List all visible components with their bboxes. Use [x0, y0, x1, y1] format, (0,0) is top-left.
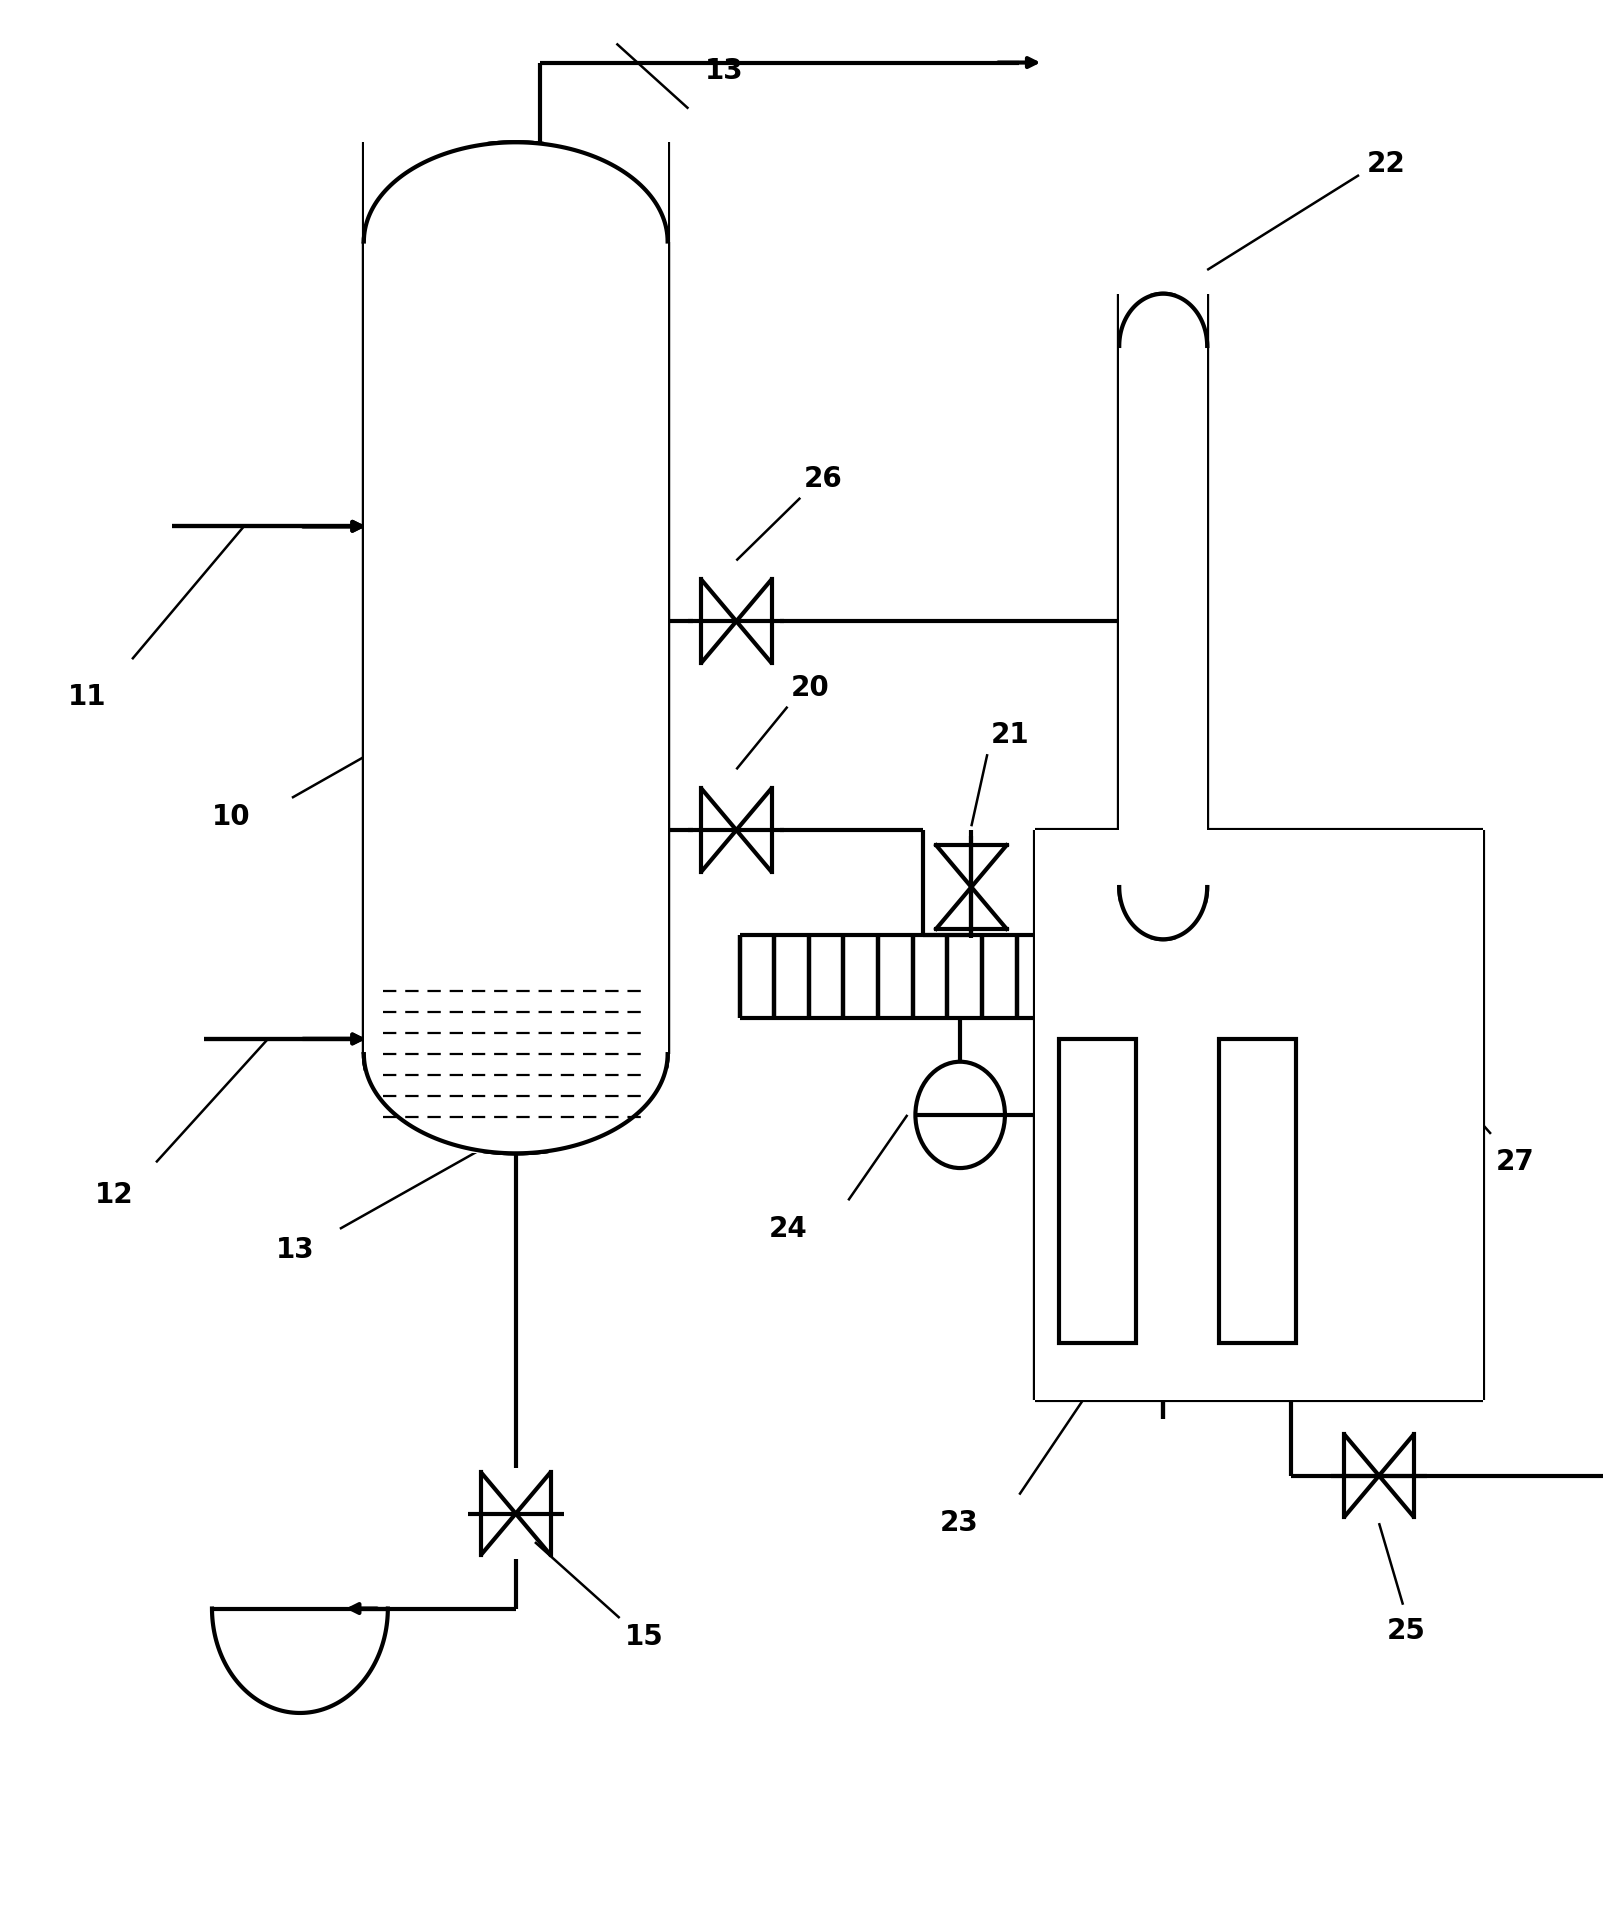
- Text: 11: 11: [67, 683, 106, 711]
- Text: 10: 10: [212, 803, 251, 831]
- Bar: [363, 242, 667, 1055]
- Bar: [1118, 294, 1207, 940]
- Text: 20: 20: [791, 673, 829, 702]
- Text: 25: 25: [1387, 1617, 1425, 1646]
- Bar: [363, 143, 667, 1154]
- Text: 24: 24: [768, 1215, 807, 1243]
- Text: 22: 22: [1368, 149, 1406, 177]
- Text: 26: 26: [804, 465, 842, 492]
- Bar: [1118, 345, 1207, 887]
- Text: 15: 15: [625, 1623, 664, 1651]
- Text: 12: 12: [95, 1180, 133, 1209]
- Bar: [1035, 830, 1483, 1400]
- Bar: [1059, 1039, 1136, 1343]
- Text: 21: 21: [990, 721, 1028, 749]
- Text: 13: 13: [704, 57, 742, 84]
- Text: 23: 23: [940, 1508, 979, 1537]
- Text: 27: 27: [1496, 1148, 1535, 1177]
- Bar: [1220, 1039, 1295, 1343]
- Text: 13: 13: [276, 1236, 315, 1264]
